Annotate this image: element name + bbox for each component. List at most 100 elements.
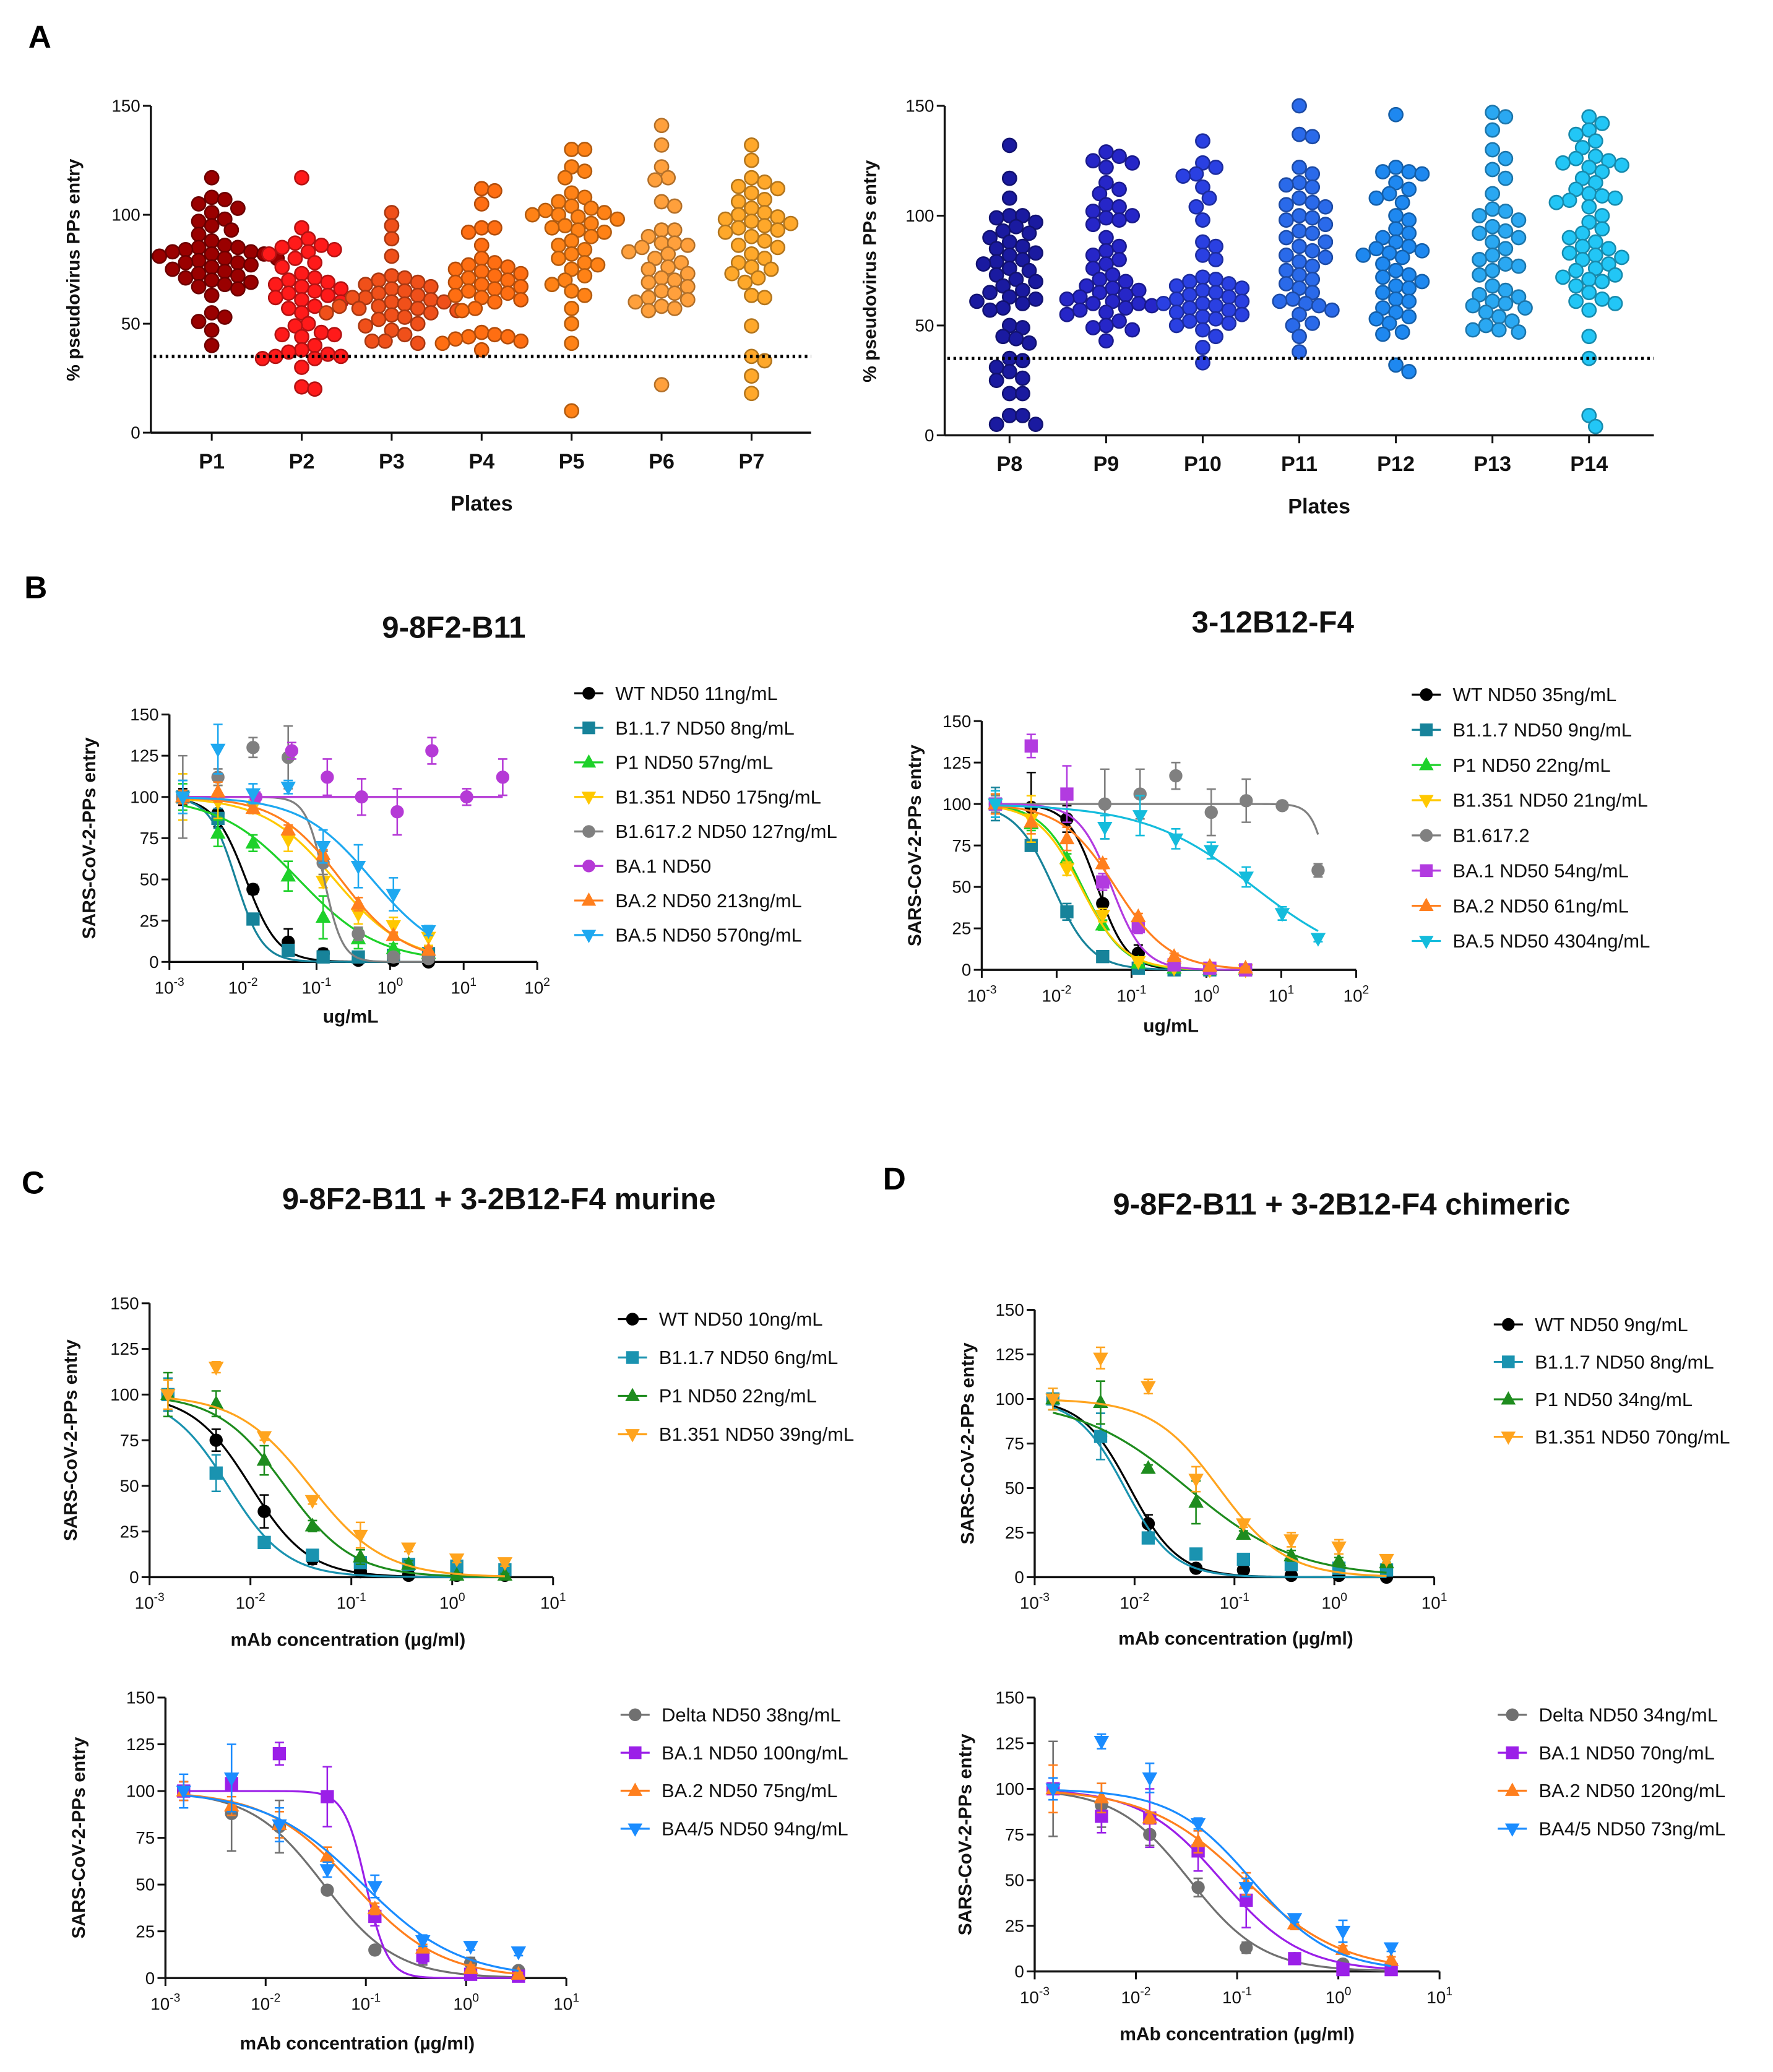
data-point: [281, 272, 296, 288]
x-tick-label: 100: [1194, 984, 1220, 1006]
data-point: [1388, 278, 1404, 294]
data-point: [666, 272, 683, 288]
legend-item: BA.5 ND50 570ng/mL: [574, 925, 802, 946]
data-point: [1375, 164, 1391, 179]
data-point: [1168, 278, 1184, 294]
data-point: [473, 342, 490, 358]
legend-marker: [1418, 936, 1434, 949]
data-point: [1131, 908, 1146, 923]
data-point: [1388, 221, 1404, 237]
panel-letter: A: [28, 19, 51, 54]
legend-item: BA.1 ND50 54ng/mL: [1412, 860, 1629, 881]
data-point: [243, 257, 259, 273]
data-point: [988, 798, 1003, 813]
data-point: [1568, 278, 1584, 294]
data-point: [204, 305, 220, 321]
x-tick-label: 10-3: [155, 976, 184, 998]
legend-item: B1.1.7 ND50 8ng/mL: [574, 717, 795, 739]
data-point: [243, 244, 259, 260]
data-point: [1581, 272, 1597, 287]
data-point: [1094, 1789, 1110, 1803]
data-point: [204, 259, 220, 275]
data-point: [487, 294, 503, 310]
data-point: [1201, 190, 1217, 206]
data-point: [564, 335, 580, 352]
legend-item: BA.1 ND50 70ng/mL: [1498, 1742, 1715, 1764]
data-point: [1305, 210, 1321, 226]
x-tick-label: 10-2: [1042, 984, 1071, 1006]
data-point: [191, 240, 207, 256]
data-point: [1561, 245, 1577, 261]
legend-label: BA.1 ND50 100ng/mL: [662, 1742, 848, 1764]
data-point: [1015, 386, 1030, 402]
data-point: [757, 174, 772, 190]
data-point: [995, 300, 1011, 316]
data-point: [1465, 322, 1481, 338]
x-tick-label: 10-3: [1020, 1985, 1050, 2007]
legend-marker: [1420, 829, 1433, 842]
data-point: [730, 207, 746, 223]
data-point: [1195, 269, 1210, 285]
fit-curve: [183, 797, 429, 953]
data-point: [1085, 320, 1101, 335]
data-point: [401, 1542, 416, 1556]
y-tick-label: 125: [126, 1735, 155, 1754]
data-point: [1491, 309, 1507, 325]
data-point: [1485, 278, 1501, 294]
legend-marker: [1506, 1708, 1519, 1722]
data-point: [209, 1466, 223, 1480]
data-point: [995, 278, 1011, 294]
data-point: [487, 327, 503, 343]
data-point: [367, 1900, 383, 1915]
data-point: [1368, 190, 1384, 206]
data-point: [770, 209, 786, 225]
legend-label: Delta ND50 38ng/mL: [662, 1704, 840, 1725]
legend-item: BA.2 ND50 213ng/mL: [574, 890, 802, 912]
data-point: [1311, 298, 1327, 314]
data-point: [744, 368, 759, 384]
data-point: [1311, 863, 1325, 878]
data-point: [1131, 296, 1147, 311]
data-point: [1279, 212, 1294, 228]
data-point: [1383, 1942, 1399, 1956]
data-point: [318, 305, 334, 321]
data-point: [1279, 262, 1294, 278]
data-point: [1072, 289, 1088, 305]
data-point: [557, 170, 573, 186]
data-point: [397, 327, 413, 343]
data-point: [367, 1881, 383, 1895]
data-point: [1594, 188, 1610, 204]
data-point: [473, 264, 490, 279]
data-point: [1292, 254, 1307, 270]
fit-curve: [168, 1399, 505, 1578]
data-point: [230, 201, 246, 216]
data-point: [280, 868, 296, 882]
x-tick-label: 100: [453, 1992, 479, 2014]
data-point: [1045, 1783, 1061, 1798]
series-B1.351: [1045, 1346, 1394, 1578]
fit-curve: [1053, 1789, 1392, 1967]
legend-item: B1.1.7 ND50 9ng/mL: [1412, 719, 1632, 741]
data-point: [1388, 357, 1404, 373]
data-point: [397, 296, 413, 312]
data-point: [1594, 291, 1610, 307]
data-point: [304, 1495, 321, 1509]
legend-marker: [1420, 688, 1433, 701]
x-tick-label: 10-2: [251, 1992, 280, 2014]
data-point: [460, 224, 477, 240]
data-point: [1095, 855, 1111, 870]
category-label: P14: [1570, 452, 1608, 476]
legend-label: B1.617.2: [1453, 825, 1530, 847]
y-axis-label: SARS-CoV-2-PPs entry: [958, 1342, 978, 1544]
data-point: [783, 215, 799, 231]
data-point: [353, 1529, 368, 1544]
data-point: [272, 1819, 287, 1834]
data-point: [1001, 137, 1017, 153]
data-point: [384, 218, 400, 234]
x-tick-label: 101: [451, 976, 477, 998]
y-tick-label: 0: [149, 952, 158, 972]
data-point: [487, 220, 503, 236]
data-point: [434, 335, 451, 352]
data-point: [1098, 243, 1114, 259]
data-point: [557, 218, 573, 234]
